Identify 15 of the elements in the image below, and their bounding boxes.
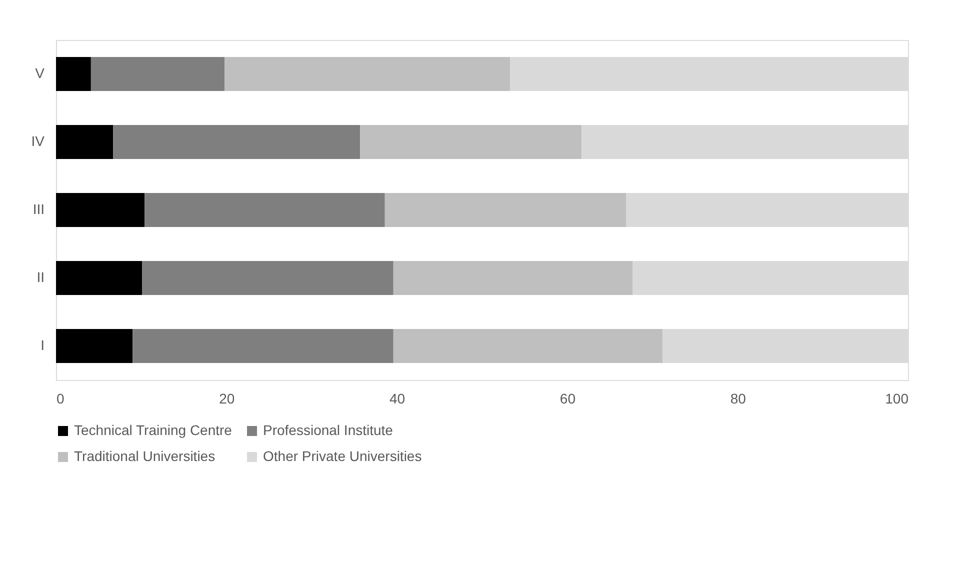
y-tick-label: II	[36, 269, 44, 285]
legend-label: Traditional Universities	[74, 448, 216, 464]
y-tick-label: III	[32, 201, 44, 217]
y-tick-label: I	[40, 337, 44, 353]
x-tick-label: 40	[390, 390, 406, 406]
legend-label: Technical Training Centre	[74, 422, 232, 438]
x-tick-label: 80	[730, 390, 746, 406]
x-tick-label: 0	[56, 390, 64, 406]
y-tick-label: V	[35, 65, 46, 81]
y-tick-label: IV	[31, 133, 46, 149]
x-tick-label: 100	[885, 390, 909, 406]
x-tick-label: 60	[560, 390, 576, 406]
legend-label: Professional Institute	[263, 422, 394, 438]
legend-label: Other Private Universities	[263, 448, 422, 464]
x-tick-label: 20	[219, 390, 235, 406]
